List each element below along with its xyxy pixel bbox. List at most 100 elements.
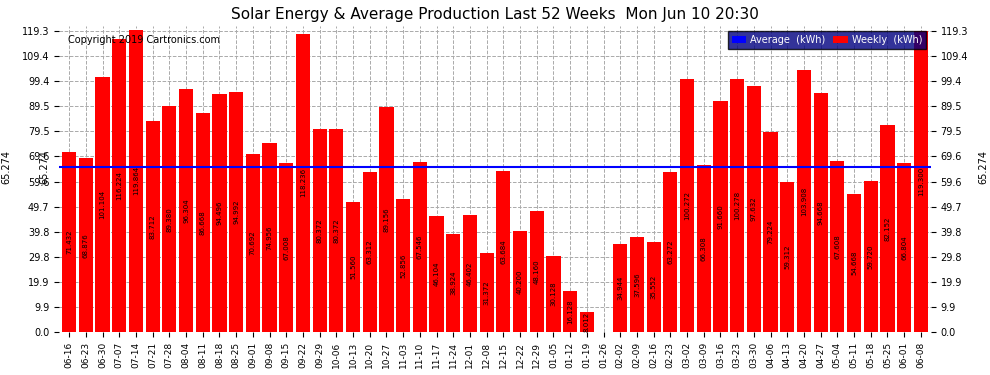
Bar	[162, 106, 176, 332]
Text: 94.992: 94.992	[234, 200, 240, 225]
Text: 37.596: 37.596	[634, 272, 640, 297]
Text: 46.104: 46.104	[434, 262, 440, 286]
Bar	[95, 77, 110, 332]
Bar	[112, 39, 127, 332]
Bar	[296, 34, 310, 332]
Text: 66.804: 66.804	[901, 236, 907, 260]
Bar	[880, 125, 895, 332]
Text: 31.372: 31.372	[484, 280, 490, 305]
Bar	[79, 158, 93, 332]
Text: 51.560: 51.560	[350, 255, 356, 279]
Text: 89.380: 89.380	[166, 207, 172, 232]
Text: 52.856: 52.856	[400, 253, 406, 278]
Text: 80.372: 80.372	[317, 218, 323, 243]
Bar	[229, 92, 244, 332]
Bar	[313, 129, 327, 332]
Text: Copyright 2019 Cartronics.com: Copyright 2019 Cartronics.com	[68, 35, 220, 45]
Bar	[714, 101, 728, 332]
Text: 38.924: 38.924	[450, 271, 456, 295]
Text: 70.692: 70.692	[249, 231, 255, 255]
Text: 65.274: 65.274	[979, 150, 989, 184]
Text: 68.876: 68.876	[83, 233, 89, 258]
Bar	[680, 79, 694, 332]
Text: 89.156: 89.156	[383, 207, 389, 232]
Text: 63.272: 63.272	[667, 240, 673, 264]
Bar	[379, 107, 394, 332]
Text: 35.552: 35.552	[650, 275, 656, 299]
Text: 71.432: 71.432	[66, 230, 72, 254]
Bar	[730, 79, 744, 332]
Text: 96.304: 96.304	[183, 198, 189, 223]
Bar	[746, 86, 761, 332]
Text: 34.944: 34.944	[617, 276, 624, 300]
Text: 54.668: 54.668	[851, 251, 857, 275]
Text: 66.308: 66.308	[701, 236, 707, 261]
Legend: Average  (kWh), Weekly  (kWh): Average (kWh), Weekly (kWh)	[728, 31, 926, 48]
Text: 119.864: 119.864	[133, 166, 139, 195]
Bar	[463, 215, 477, 332]
Text: 101.104: 101.104	[100, 190, 106, 219]
Bar	[914, 31, 928, 332]
Bar	[831, 161, 844, 332]
Bar	[346, 202, 360, 332]
Text: 63.312: 63.312	[366, 240, 373, 264]
Bar	[546, 256, 560, 332]
Text: 16.128: 16.128	[567, 299, 573, 324]
Text: 91.660: 91.660	[718, 204, 724, 229]
Text: 100.278: 100.278	[735, 191, 741, 220]
Text: 119.300: 119.300	[918, 167, 924, 196]
Bar	[797, 70, 811, 332]
Text: 94.668: 94.668	[818, 200, 824, 225]
Bar	[430, 216, 444, 332]
Text: 65.274: 65.274	[1, 150, 11, 184]
Bar	[496, 171, 511, 332]
Text: 46.402: 46.402	[467, 261, 473, 286]
Bar	[330, 129, 344, 332]
Bar	[479, 253, 494, 332]
Bar	[646, 242, 660, 332]
Text: 59.720: 59.720	[868, 244, 874, 269]
Bar	[630, 237, 644, 332]
Bar	[446, 234, 460, 332]
Text: 48.160: 48.160	[534, 259, 540, 284]
Bar	[780, 182, 794, 332]
Bar	[146, 121, 159, 332]
Bar	[362, 172, 377, 332]
Bar	[413, 162, 427, 332]
Bar	[129, 30, 144, 332]
Bar	[179, 89, 193, 332]
Text: 80.372: 80.372	[334, 218, 340, 243]
Bar	[697, 165, 711, 332]
Text: 65.274: 65.274	[40, 150, 50, 184]
Text: 79.224: 79.224	[767, 220, 773, 244]
Bar	[213, 93, 227, 332]
Text: 40.200: 40.200	[517, 269, 523, 294]
Bar	[663, 172, 677, 332]
Text: 100.272: 100.272	[684, 191, 690, 220]
Bar	[246, 154, 260, 332]
Text: 67.608: 67.608	[835, 234, 841, 259]
Bar	[814, 93, 828, 332]
Bar	[863, 182, 878, 332]
Bar	[563, 291, 577, 332]
Bar	[897, 164, 911, 332]
Text: 118.236: 118.236	[300, 168, 306, 197]
Bar	[513, 231, 527, 332]
Bar	[62, 152, 76, 332]
Text: 94.496: 94.496	[217, 201, 223, 225]
Bar	[279, 163, 293, 332]
Bar	[763, 132, 777, 332]
Text: 82.152: 82.152	[884, 216, 890, 241]
Bar	[846, 194, 861, 332]
Bar	[530, 210, 544, 332]
Bar	[613, 244, 628, 332]
Text: 97.632: 97.632	[750, 196, 756, 221]
Title: Solar Energy & Average Production Last 52 Weeks  Mon Jun 10 20:30: Solar Energy & Average Production Last 5…	[231, 7, 759, 22]
Text: 67.008: 67.008	[283, 235, 289, 260]
Text: 67.546: 67.546	[417, 235, 423, 259]
Bar	[580, 312, 594, 332]
Text: 103.908: 103.908	[801, 186, 807, 216]
Text: 59.312: 59.312	[784, 245, 790, 270]
Text: 8.012: 8.012	[584, 312, 590, 332]
Bar	[396, 199, 410, 332]
